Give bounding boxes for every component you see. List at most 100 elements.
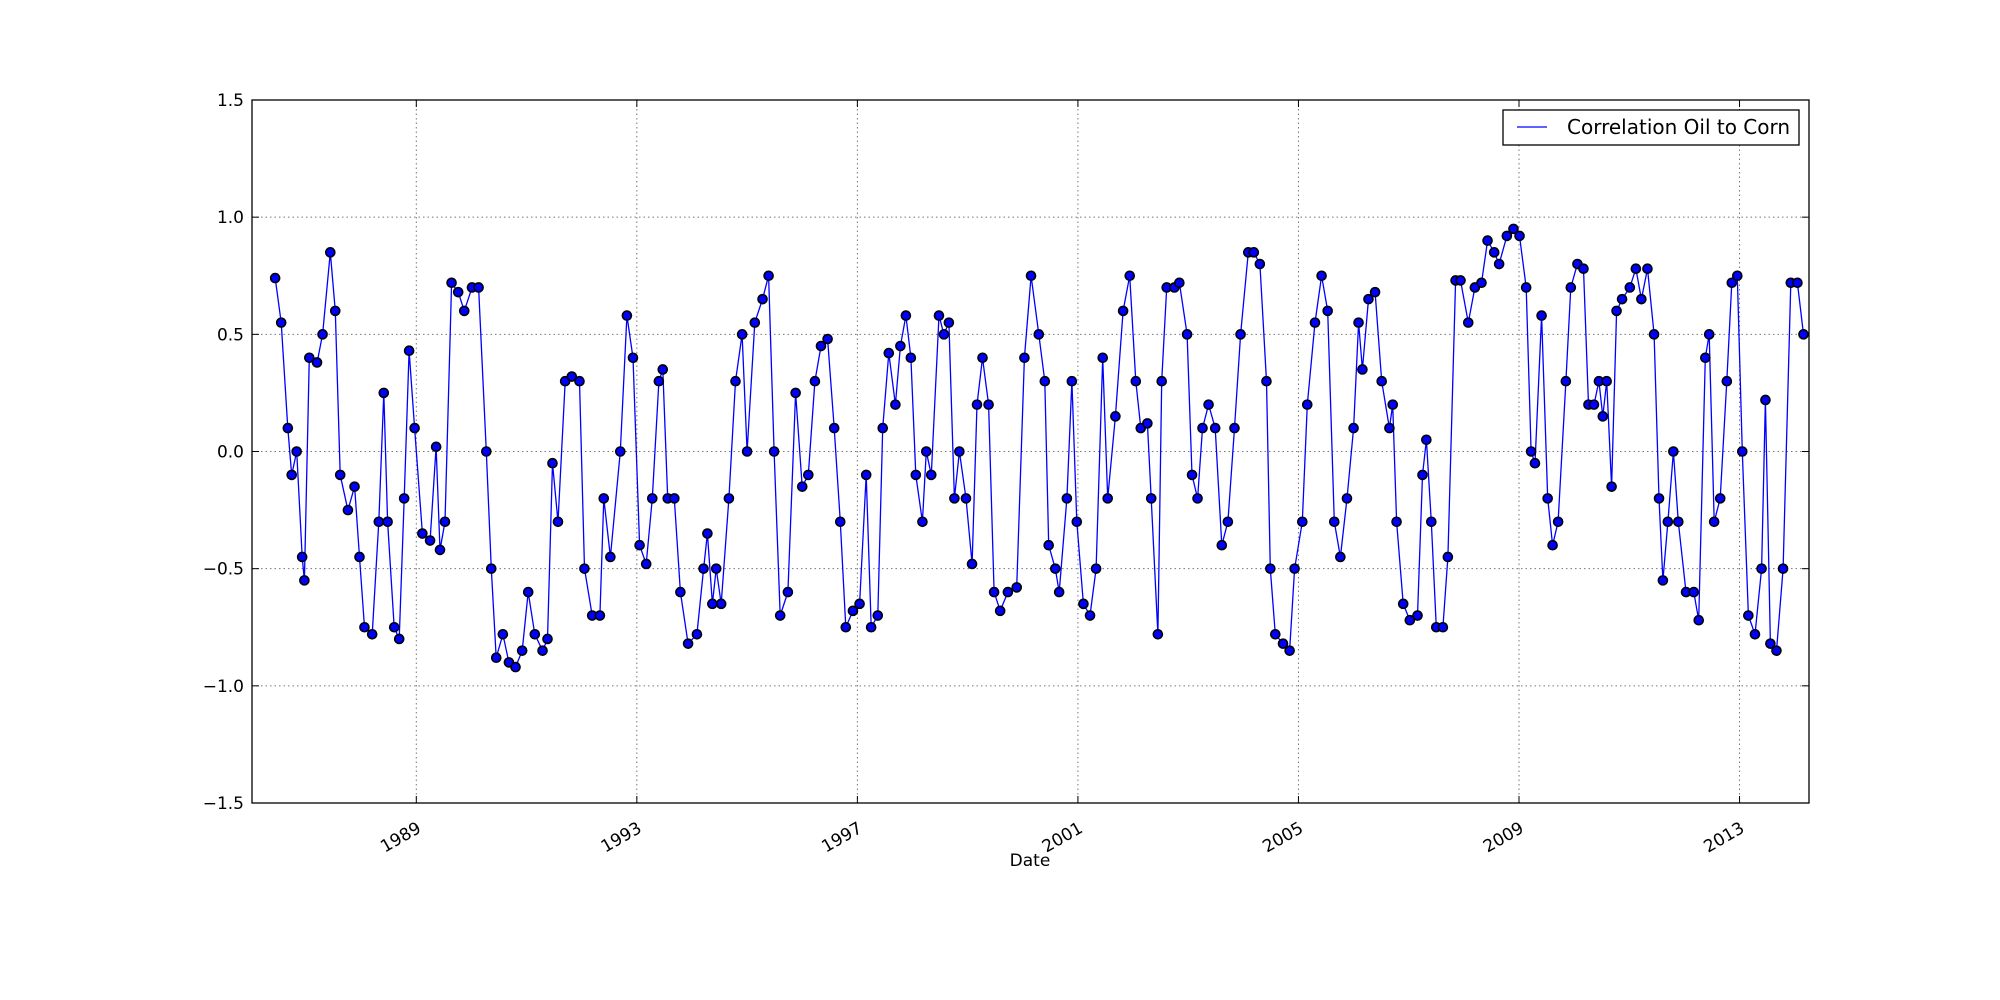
series-marker xyxy=(1404,614,1416,626)
series-marker xyxy=(1601,375,1612,387)
series-marker xyxy=(1391,516,1402,528)
series-marker xyxy=(1186,469,1198,481)
series-marker xyxy=(473,282,484,293)
series-marker xyxy=(815,340,827,352)
series-marker xyxy=(1353,317,1364,328)
series-marker xyxy=(1765,638,1776,649)
series-marker xyxy=(1616,293,1628,305)
series-marker xyxy=(1084,610,1096,621)
series-marker xyxy=(1792,277,1803,289)
series-marker xyxy=(1181,329,1193,340)
series-marker xyxy=(1248,247,1260,258)
series-marker xyxy=(1002,586,1014,598)
series-marker xyxy=(1547,539,1558,551)
series-marker xyxy=(715,598,727,610)
series-marker xyxy=(1363,293,1374,305)
y-tick-label: 0.5 xyxy=(217,325,244,345)
series-marker xyxy=(286,469,297,481)
series-marker xyxy=(1756,563,1767,574)
series-marker xyxy=(1265,563,1276,574)
series-marker xyxy=(1578,263,1589,275)
series-marker xyxy=(1673,516,1684,528)
series-marker xyxy=(1462,317,1474,328)
series-marker xyxy=(1536,310,1547,321)
series-marker xyxy=(311,357,323,368)
series-marker xyxy=(925,469,937,481)
series-marker xyxy=(966,558,978,570)
series-marker xyxy=(393,633,405,645)
series-marker xyxy=(1648,329,1660,340)
series-marker xyxy=(1520,282,1532,293)
series-marker xyxy=(1611,305,1622,317)
series-marker xyxy=(1476,277,1487,289)
series-marker xyxy=(446,277,457,289)
series-marker xyxy=(439,516,451,528)
series-marker xyxy=(366,628,378,640)
series-marker xyxy=(1636,293,1647,305)
series-marker xyxy=(1289,563,1300,574)
series-marker xyxy=(1254,258,1266,270)
series-marker xyxy=(1714,493,1726,504)
series-marker xyxy=(1078,598,1089,610)
series-marker xyxy=(634,539,645,551)
series-marker xyxy=(1156,375,1168,387)
series-marker xyxy=(1514,230,1525,242)
series-marker xyxy=(723,493,735,504)
series-marker xyxy=(1369,286,1381,298)
series-marker xyxy=(1309,317,1321,328)
series-marker xyxy=(682,638,694,649)
series-marker xyxy=(1019,352,1030,364)
series-marker xyxy=(329,305,341,317)
series-marker xyxy=(840,621,852,633)
series-marker xyxy=(1384,422,1395,434)
series-marker xyxy=(282,422,294,434)
series-marker xyxy=(653,375,665,387)
series-marker xyxy=(702,528,713,539)
series-marker xyxy=(646,493,658,504)
series-marker xyxy=(485,563,497,574)
series-marker xyxy=(1117,305,1129,317)
series-marker xyxy=(1437,621,1449,633)
series-marker xyxy=(1090,563,1102,574)
series-marker xyxy=(1335,551,1346,563)
series-marker xyxy=(1542,493,1553,504)
series-marker xyxy=(1322,305,1333,317)
series-marker xyxy=(1732,270,1743,282)
series-marker xyxy=(1749,628,1761,640)
y-tick-label: −1.0 xyxy=(203,677,244,697)
series-marker xyxy=(1529,457,1541,469)
series-marker xyxy=(1348,422,1359,434)
legend-label: Correlation Oil to Corn xyxy=(1567,115,1790,139)
series-marker xyxy=(1771,645,1782,656)
series-marker xyxy=(304,352,315,364)
y-tick-label: 1.5 xyxy=(217,91,244,111)
series-marker xyxy=(1387,399,1399,410)
series-marker xyxy=(1693,614,1705,626)
series-marker xyxy=(1152,628,1164,640)
series-marker xyxy=(1025,270,1037,282)
series-marker xyxy=(872,610,884,621)
series-marker xyxy=(424,535,436,546)
series-marker xyxy=(574,375,585,387)
series-marker xyxy=(1197,422,1208,434)
series-marker xyxy=(768,446,780,457)
series-marker xyxy=(657,364,669,375)
series-marker xyxy=(1488,247,1500,258)
series-marker xyxy=(1493,258,1505,270)
series-marker xyxy=(373,516,385,528)
series-marker xyxy=(1110,411,1121,422)
series-marker xyxy=(1357,364,1368,375)
series-marker xyxy=(1050,563,1061,574)
series-marker xyxy=(1700,352,1711,364)
series-marker xyxy=(382,516,393,528)
series-marker xyxy=(933,310,945,321)
series-marker xyxy=(895,340,906,352)
series-marker xyxy=(378,387,390,399)
series-marker xyxy=(299,575,310,586)
series-marker xyxy=(809,375,821,387)
series-marker xyxy=(1653,493,1665,504)
series-marker xyxy=(1297,516,1308,528)
series-marker xyxy=(1235,329,1246,340)
series-marker xyxy=(796,481,808,492)
